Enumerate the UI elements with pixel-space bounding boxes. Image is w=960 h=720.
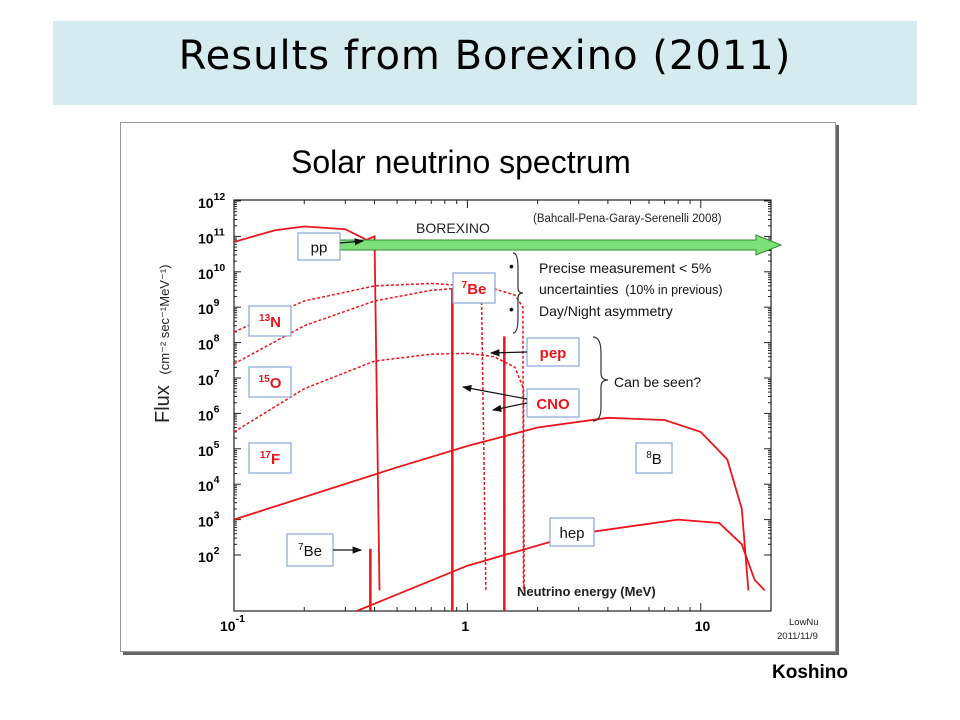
label-hep: hep xyxy=(549,517,595,547)
chart-frame: Solar neutrino spectrum Flux (cm⁻² sec⁻¹… xyxy=(120,122,836,652)
label-8b-text: 8B xyxy=(646,450,662,468)
label-13n: 13N xyxy=(248,305,292,337)
label-17f-text: 17F xyxy=(260,450,280,468)
annotation-bullets: • Precise measurement < 5% uncertainties… xyxy=(509,258,723,319)
label-15o-box xyxy=(248,366,292,398)
bullet-1-line-1: Precise measurement < 5% xyxy=(539,260,711,276)
bullets-bracket xyxy=(512,252,524,334)
x-tick-label: 1 xyxy=(461,618,469,634)
author-credit: Koshino xyxy=(772,662,848,683)
label-7be-high-text: 7Be xyxy=(462,280,487,298)
y-tick-label: 1011 xyxy=(198,226,225,246)
label-17f-box xyxy=(248,442,292,474)
bullet-1-line-2-text: uncertainties xyxy=(539,281,618,297)
y-tick-label: 102 xyxy=(198,545,220,565)
y-tick-label: 108 xyxy=(198,333,220,353)
bullet-1-line-2: uncertainties (10% in previous) xyxy=(539,281,723,297)
bullet-2: Day/Night asymmetry xyxy=(539,303,673,319)
label-15o-text: 15O xyxy=(259,374,282,392)
bullet-1-note: (10% in previous) xyxy=(625,283,722,297)
title-bar: Results from Borexino (2011) xyxy=(53,21,917,105)
reference-label: (Bahcall-Pena-Garay-Serenelli 2008) xyxy=(533,213,722,225)
x-axis-label: Neutrino energy (MeV) xyxy=(517,584,656,599)
y-tick-label: 103 xyxy=(198,510,220,530)
can-be-seen-bracket xyxy=(592,336,609,422)
label-7be-low-box xyxy=(286,533,334,567)
label-hep-box xyxy=(549,517,595,547)
series-hep-curve xyxy=(354,518,766,611)
y-tick-label: 106 xyxy=(198,403,220,423)
slide-title: Results from Borexino (2011) xyxy=(178,33,792,79)
corner-note-2: 2011/11/9 xyxy=(777,631,818,642)
label-7be-low-text: 7Be xyxy=(298,542,322,560)
label-cno-text: CNO xyxy=(536,396,570,413)
label-13n-text: 13N xyxy=(259,313,281,331)
label-cno: CNO xyxy=(526,388,580,418)
label-pep: pep xyxy=(526,337,580,367)
series-15o-curve xyxy=(234,286,525,591)
y-tick-label: 109 xyxy=(198,297,220,317)
bullet-1-mark: • xyxy=(509,258,514,274)
y-axis-label-main: Flux xyxy=(152,385,174,423)
label-7be-low: 7Be xyxy=(286,533,334,567)
chart-title: Solar neutrino spectrum xyxy=(291,144,631,180)
y-tick-label: 104 xyxy=(198,474,220,494)
y-tick-label: 1012 xyxy=(198,191,225,211)
label-pp: pp xyxy=(297,232,341,261)
label-pp-box xyxy=(297,232,341,261)
cno-pointer-arrow-1 xyxy=(461,385,528,400)
label-8b: 8B xyxy=(635,442,673,474)
borexino-label: BOREXINO xyxy=(416,220,490,236)
cno-pointer-arrow-2 xyxy=(491,402,528,412)
x-tick-label: 10 xyxy=(695,618,711,634)
borexino-range-arrow xyxy=(310,234,783,256)
can-be-seen-label: Can be seen? xyxy=(614,374,701,390)
series-8b-curve xyxy=(234,416,750,591)
label-15o: 15O xyxy=(248,366,292,398)
label-8b-box xyxy=(635,442,673,474)
pep-pointer-arrow xyxy=(489,349,528,357)
label-pep-text: pep xyxy=(540,345,567,362)
label-13n-box xyxy=(248,305,292,337)
bullet-2-mark: • xyxy=(509,301,514,317)
y-tick-label: 107 xyxy=(198,368,220,388)
label-pp-text: pp xyxy=(311,240,328,257)
x-tick-label: 10-1 xyxy=(220,613,245,634)
series-17f-curve xyxy=(234,352,525,591)
y-tick-label: 1010 xyxy=(198,262,225,282)
plot-area xyxy=(233,199,772,612)
label-7be-high-box xyxy=(452,272,496,304)
y-axis-label: Flux (cm⁻² sec⁻¹MeV⁻¹) xyxy=(152,265,174,424)
corner-note-1: LowNu xyxy=(789,617,819,628)
series-pp-curve xyxy=(234,225,381,591)
label-hep-text: hep xyxy=(559,525,584,542)
pp-pointer-arrow xyxy=(339,238,365,246)
y-axis-label-units: (cm⁻² sec⁻¹MeV⁻¹) xyxy=(157,265,172,375)
label-7be-high: 7Be xyxy=(452,272,496,304)
y-tick-label: 105 xyxy=(198,439,220,459)
label-17f: 17F xyxy=(248,442,292,474)
solar-neutrino-chart: Solar neutrino spectrum Flux (cm⁻² sec⁻¹… xyxy=(152,144,819,642)
